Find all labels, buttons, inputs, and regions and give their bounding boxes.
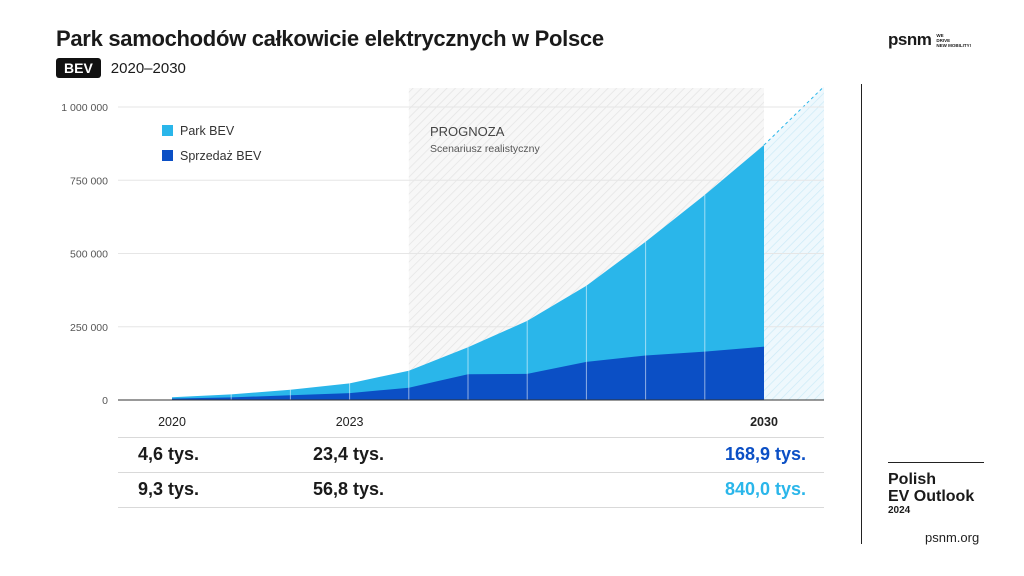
page-title: Park samochodów całkowicie elektrycznych… [56,26,604,51]
site-link[interactable]: psnm.org [925,530,980,545]
polish-ev-outlook-logo: Polish EV Outlook 2024 [888,462,984,516]
date-range: 2020–2030 [110,59,186,77]
x-tick-label: 2030 [750,415,778,429]
legend-swatch [162,150,173,161]
table-cell: 840,0 tys. [724,479,806,499]
outlook-year: 2024 [888,505,911,516]
tagline-line: WE [936,32,944,38]
legend-swatch [162,125,173,136]
legend-label: Sprzedaż BEV [180,149,262,163]
logo-tagline: WE DRIVE NEW MOBILITY! [936,33,976,48]
legend-label: Park BEV [180,124,235,138]
outlook-rule [888,462,984,463]
table-cell: 9,3 tys. [138,479,200,499]
forecast-title: PROGNOZA [430,124,505,139]
forecast-extension-line [763,86,825,146]
table-cell: 168,9 tys. [724,444,806,464]
psnm-logo: psnm WE DRIVE NEW MOBILITY! [888,30,976,50]
y-tick-label: 250 000 [70,322,108,334]
outlook-line-2: EV Outlook [888,488,975,505]
x-tick-label: 2023 [336,415,364,429]
table-cell: 4,6 tys. [138,444,200,464]
table-row: 4,6 tys. 23,4 tys. 168,9 tys. [118,437,824,472]
forecast-subtitle: Scenariusz realistyczny [430,143,540,155]
table-row: 9,3 tys. 56,8 tys. 840,0 tys. [118,472,824,508]
outlook-line-1: Polish [888,471,937,488]
tagline-line: DRIVE [936,37,951,43]
forecast-extension-area [764,86,824,401]
table-cell: 23,4 tys. [313,444,385,464]
bev-area-chart: 0 250 000 500 000 750 000 1 000 000 2020 2023 2… [61,86,825,429]
table-cell: 56,8 tys. [313,479,385,499]
tagline-line: NEW MOBILITY! [936,42,972,48]
y-tick-label: 1 000 000 [61,102,108,114]
divider-line [861,84,862,544]
logo-word: psnm [888,30,932,49]
bev-badge: BEV [56,58,101,78]
subtitle-row: BEV 2020–2030 [56,58,186,78]
sprzedaz-bev-area [172,346,764,400]
y-tick-label: 500 000 [70,249,108,261]
y-tick-label: 750 000 [70,175,108,187]
park-bev-area [172,145,764,400]
y-tick-label: 0 [102,395,108,407]
x-tick-label: 2020 [158,415,186,429]
